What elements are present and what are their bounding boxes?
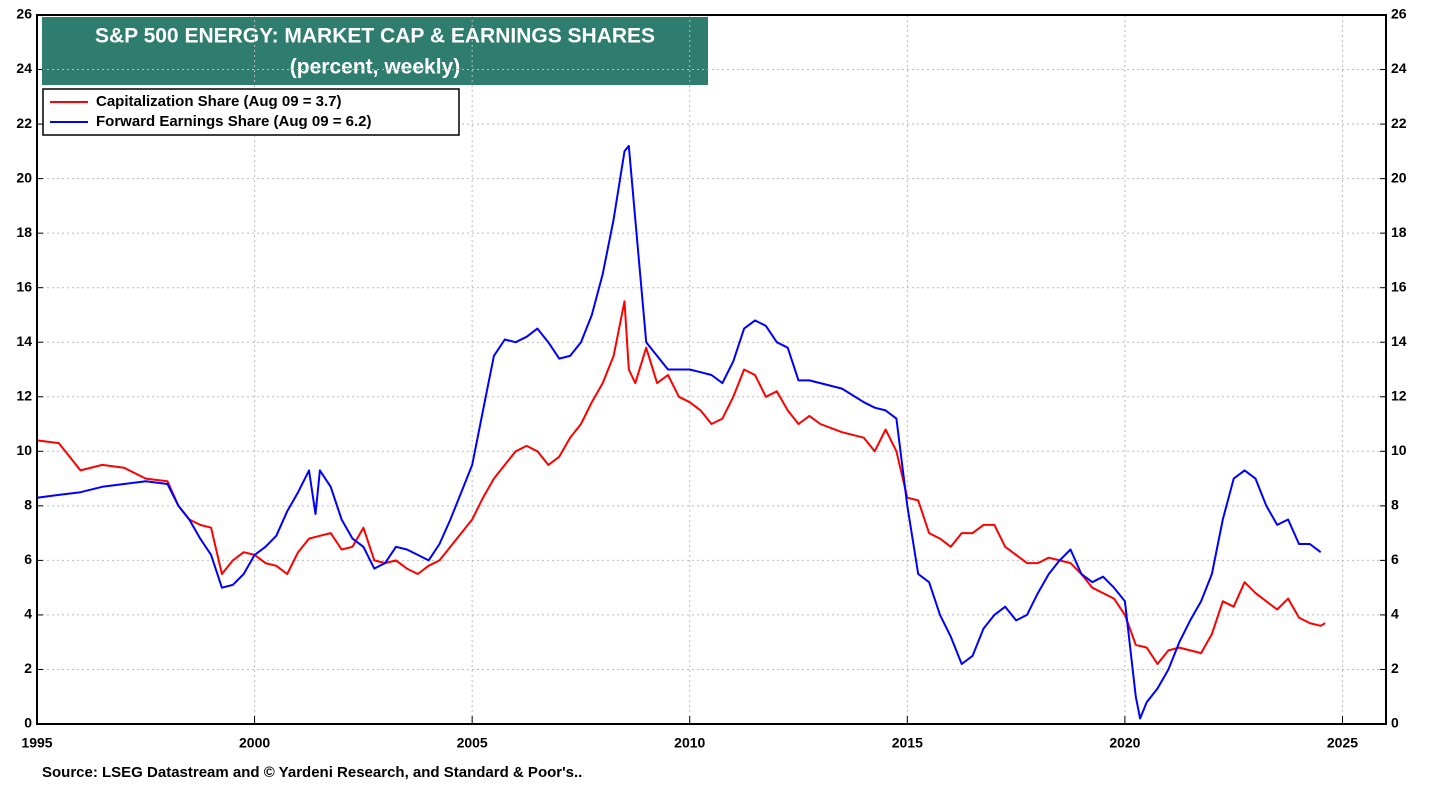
y-tick-label: 8 (24, 497, 32, 513)
x-tick-label: 2005 (457, 735, 488, 751)
series-line (36, 300, 1326, 665)
y2-tick-label: 18 (1391, 224, 1407, 240)
x-tick-label: 2010 (674, 735, 705, 751)
plot-frame (36, 14, 1387, 725)
y-tick-label: 14 (16, 333, 32, 349)
y-tick-label: 16 (16, 278, 32, 294)
y-tick-label: 26 (16, 6, 32, 22)
x-tick-label: 2020 (1109, 735, 1140, 751)
y2-tick-label: 4 (1391, 606, 1399, 622)
y2-tick-label: 8 (1391, 497, 1399, 513)
y-tick-label: 22 (16, 115, 32, 131)
y2-tick-label: 22 (1391, 115, 1407, 131)
y-tick-label: 2 (24, 660, 32, 676)
y-tick-label: 4 (24, 606, 32, 622)
y2-tick-label: 16 (1391, 278, 1407, 294)
series-line (36, 144, 1322, 720)
y-tick-label: 6 (24, 551, 32, 567)
y2-tick-label: 6 (1391, 551, 1399, 567)
x-tick-label: 2000 (239, 735, 270, 751)
y-tick-label: 24 (16, 60, 32, 76)
y2-tick-label: 14 (1391, 333, 1407, 349)
legend-label: Capitalization Share (Aug 09 = 3.7) (96, 93, 341, 110)
chart-subtitle: (percent, weekly) (290, 56, 460, 79)
y-tick-label: 18 (16, 224, 32, 240)
y2-tick-label: 2 (1391, 660, 1399, 676)
y-tick-label: 10 (16, 442, 32, 458)
y2-tick-label: 20 (1391, 169, 1407, 185)
x-tick-label: 1995 (21, 735, 52, 751)
y2-tick-label: 26 (1391, 6, 1407, 22)
y2-tick-label: 10 (1391, 442, 1407, 458)
y-tick-label: 20 (16, 169, 32, 185)
source-note: Source: LSEG Datastream and © Yardeni Re… (42, 764, 582, 781)
x-tick-label: 2015 (892, 735, 923, 751)
y2-tick-label: 24 (1391, 60, 1407, 76)
y-tick-label: 0 (24, 715, 32, 731)
x-tick-label: 2025 (1327, 735, 1358, 751)
title-box (42, 17, 708, 85)
chart-title: S&P 500 ENERGY: MARKET CAP & EARNINGS SH… (95, 25, 655, 48)
y2-tick-label: 0 (1391, 715, 1399, 731)
y-tick-label: 12 (16, 387, 32, 403)
legend-box (42, 88, 460, 136)
y2-tick-label: 12 (1391, 387, 1407, 403)
legend-label: Forward Earnings Share (Aug 09 = 6.2) (96, 113, 372, 130)
